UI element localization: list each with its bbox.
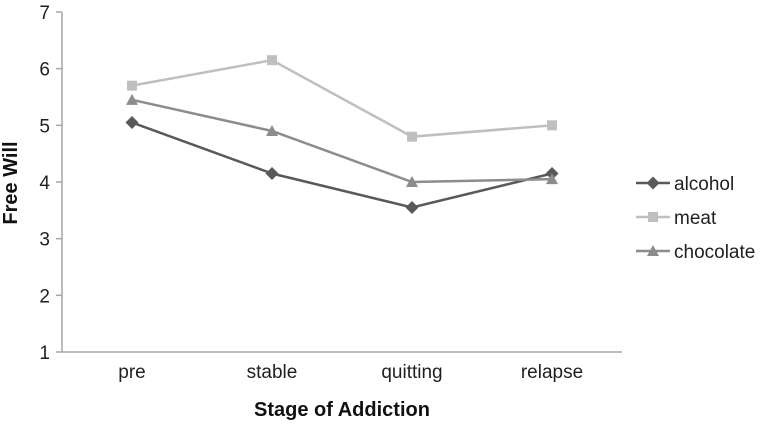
x-category-label: quitting	[381, 362, 442, 383]
series-line-alcohol	[131, 121, 553, 209]
series-line-meat	[131, 58, 553, 138]
marker-diamond	[646, 176, 660, 190]
marker-square	[648, 212, 658, 222]
y-axis-title: Free Will	[0, 141, 22, 224]
y-tick-label: 2	[39, 286, 50, 307]
legend-label-chocolate: chocolate	[674, 242, 755, 263]
legend-label-alcohol: alcohol	[674, 174, 734, 195]
plot-area: 1 2 3 4 5 6 7 pre stable quitting relapse	[39, 3, 622, 383]
legend-item-chocolate: chocolate	[636, 242, 755, 263]
legend-item-alcohol: alcohol	[636, 174, 734, 195]
y-tick-label: 6	[39, 60, 50, 81]
marker-square	[267, 55, 277, 66]
x-category-label: pre	[118, 362, 145, 383]
marker-triangle	[647, 245, 659, 256]
marker-square	[547, 120, 557, 131]
x-category-label: relapse	[521, 362, 583, 383]
y-tick-label: 5	[39, 116, 50, 137]
marker-triangle	[406, 176, 418, 187]
legend-item-meat: meat	[636, 208, 717, 229]
y-tick-label: 1	[39, 343, 50, 364]
legend: alcohol meat chocolate	[636, 174, 755, 263]
marker-triangle	[546, 173, 558, 185]
series-line-chocolate	[131, 98, 553, 184]
x-axis-title: Stage of Addiction	[254, 399, 430, 421]
legend-label-meat: meat	[674, 208, 717, 229]
marker-square	[127, 80, 137, 91]
y-tick-label: 7	[39, 3, 50, 24]
marker-diamond	[405, 201, 419, 214]
series-layer	[125, 55, 559, 214]
marker-square	[407, 131, 417, 142]
marker-diamond	[265, 167, 279, 180]
marker-diamond	[125, 116, 139, 129]
marker-triangle	[266, 125, 278, 136]
y-tick-label: 4	[39, 173, 50, 194]
y-tick-label: 3	[39, 230, 50, 251]
x-category-label: stable	[247, 362, 298, 383]
marker-triangle	[126, 93, 138, 105]
